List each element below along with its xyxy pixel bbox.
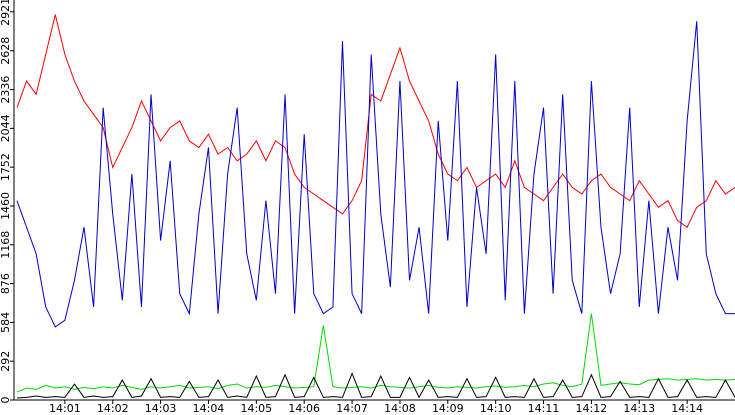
x-tick-label: 14:10 xyxy=(480,402,512,415)
y-tick-label: 2921 xyxy=(0,0,12,26)
y-tick-label: 2044 xyxy=(0,114,12,142)
x-tick-label: 14:01 xyxy=(49,402,81,415)
y-tick-label: 1168 xyxy=(0,231,12,259)
x-tick-label: 14:12 xyxy=(576,402,608,415)
y-tick-label: 1752 xyxy=(0,153,12,181)
y-tick-label: 2628 xyxy=(0,37,12,65)
x-tick-label: 14:05 xyxy=(240,402,272,415)
y-tick-label: 584 xyxy=(0,312,12,333)
y-tick-label: 876 xyxy=(0,273,12,294)
x-tick-label: 14:09 xyxy=(432,402,464,415)
y-tick-label: 1460 xyxy=(0,192,12,220)
x-tick-label: 14:07 xyxy=(336,402,368,415)
y-tick-label: 292 xyxy=(0,351,12,372)
y-tick-label: 0 xyxy=(0,397,12,404)
series-line xyxy=(16,21,735,328)
series-line xyxy=(16,14,735,228)
x-tick-label: 14:04 xyxy=(193,402,225,415)
series-line xyxy=(16,372,735,399)
x-tick-label: 14:11 xyxy=(528,402,560,415)
y-tick-label: 2336 xyxy=(0,76,12,104)
x-tick-label: 14:13 xyxy=(623,402,655,415)
x-tick-label: 14:02 xyxy=(97,402,129,415)
series-line xyxy=(16,313,735,393)
x-tick-label: 14:08 xyxy=(384,402,416,415)
x-tick-label: 14:14 xyxy=(671,402,703,415)
x-tick-label: 14:03 xyxy=(145,402,177,415)
x-tick-label: 14:06 xyxy=(288,402,320,415)
